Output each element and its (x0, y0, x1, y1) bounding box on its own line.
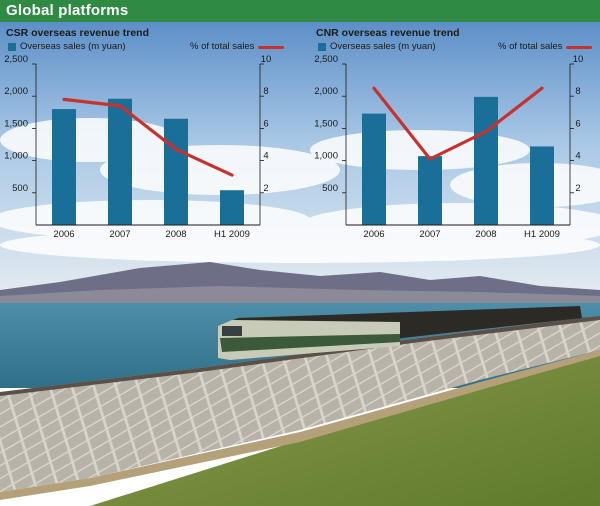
csr-right-tick-label: 4 (263, 151, 268, 162)
csr-bar (220, 190, 244, 225)
csr-category-label: H1 2009 (214, 229, 250, 240)
cnr-left-tick-label: 1,000 (314, 151, 338, 162)
csr-legend-bar-swatch (8, 43, 16, 51)
cnr-right-tick-label: 6 (575, 118, 580, 129)
cnr-chart-title: CNR overseas revenue trend (316, 27, 460, 39)
csr-legend-line-label: % of total sales (190, 41, 255, 52)
csr-bar (108, 98, 132, 225)
cnr-right-tick-label: 4 (575, 151, 580, 162)
cnr-category-label: 2006 (363, 229, 384, 240)
csr-bar (52, 109, 76, 225)
csr-right-tick-label: 10 (261, 54, 272, 65)
cnr-bar (362, 113, 386, 225)
cnr-right-tick-label: 10 (573, 54, 584, 65)
csr-left-tick-label: 1,500 (4, 118, 28, 129)
page-title: Global platforms (6, 2, 129, 19)
header-bar: Global platforms (0, 0, 600, 22)
cnr-bar (474, 96, 498, 226)
cnr-left-tick-label: 1,500 (314, 118, 338, 129)
csr-right-tick-label: 2 (263, 183, 268, 194)
cnr-legend: Overseas sales (m yuan) % of total sales (316, 40, 596, 54)
cnr-right-tick-label: 8 (575, 86, 580, 97)
csr-chart-title: CSR overseas revenue trend (6, 27, 149, 39)
csr-category-label: 2006 (53, 229, 74, 240)
cnr-left-tick-label: 500 (322, 183, 338, 194)
cnr-legend-bar-swatch (318, 43, 326, 51)
cnr-legend-line-swatch (566, 46, 592, 49)
cnr-bar (418, 156, 442, 225)
csr-category-label: 2008 (165, 229, 186, 240)
cnr-percent-line (372, 86, 544, 161)
cnr-right-tick-label: 2 (575, 183, 580, 194)
csr-right-tick-label: 8 (263, 86, 268, 97)
cnr-legend-bar-label: Overseas sales (m yuan) (330, 41, 436, 52)
cnr-left-tick-label: 2,000 (314, 86, 338, 97)
csr-right-tick-label: 6 (263, 118, 268, 129)
csr-left-tick-label: 2,000 (4, 86, 28, 97)
cnr-bar (530, 146, 554, 225)
csr-legend-bar-label: Overseas sales (m yuan) (20, 41, 126, 52)
cnr-legend-line-label: % of total sales (498, 41, 563, 52)
csr-left-tick-label: 2,500 (4, 54, 28, 65)
csr-legend: Overseas sales (m yuan) % of total sales (6, 40, 286, 54)
cnr-category-label: 2008 (475, 229, 496, 240)
csr-legend-line-swatch (258, 46, 284, 49)
csr-left-tick-label: 500 (12, 183, 28, 194)
csr-bar (164, 118, 188, 225)
cnr-category-label: H1 2009 (524, 229, 560, 240)
cnr-left-tick-label: 2,500 (314, 54, 338, 65)
cnr-category-label: 2007 (419, 229, 440, 240)
csr-percent-line (62, 97, 234, 177)
csr-left-tick-label: 1,000 (4, 151, 28, 162)
csr-category-label: 2007 (109, 229, 130, 240)
